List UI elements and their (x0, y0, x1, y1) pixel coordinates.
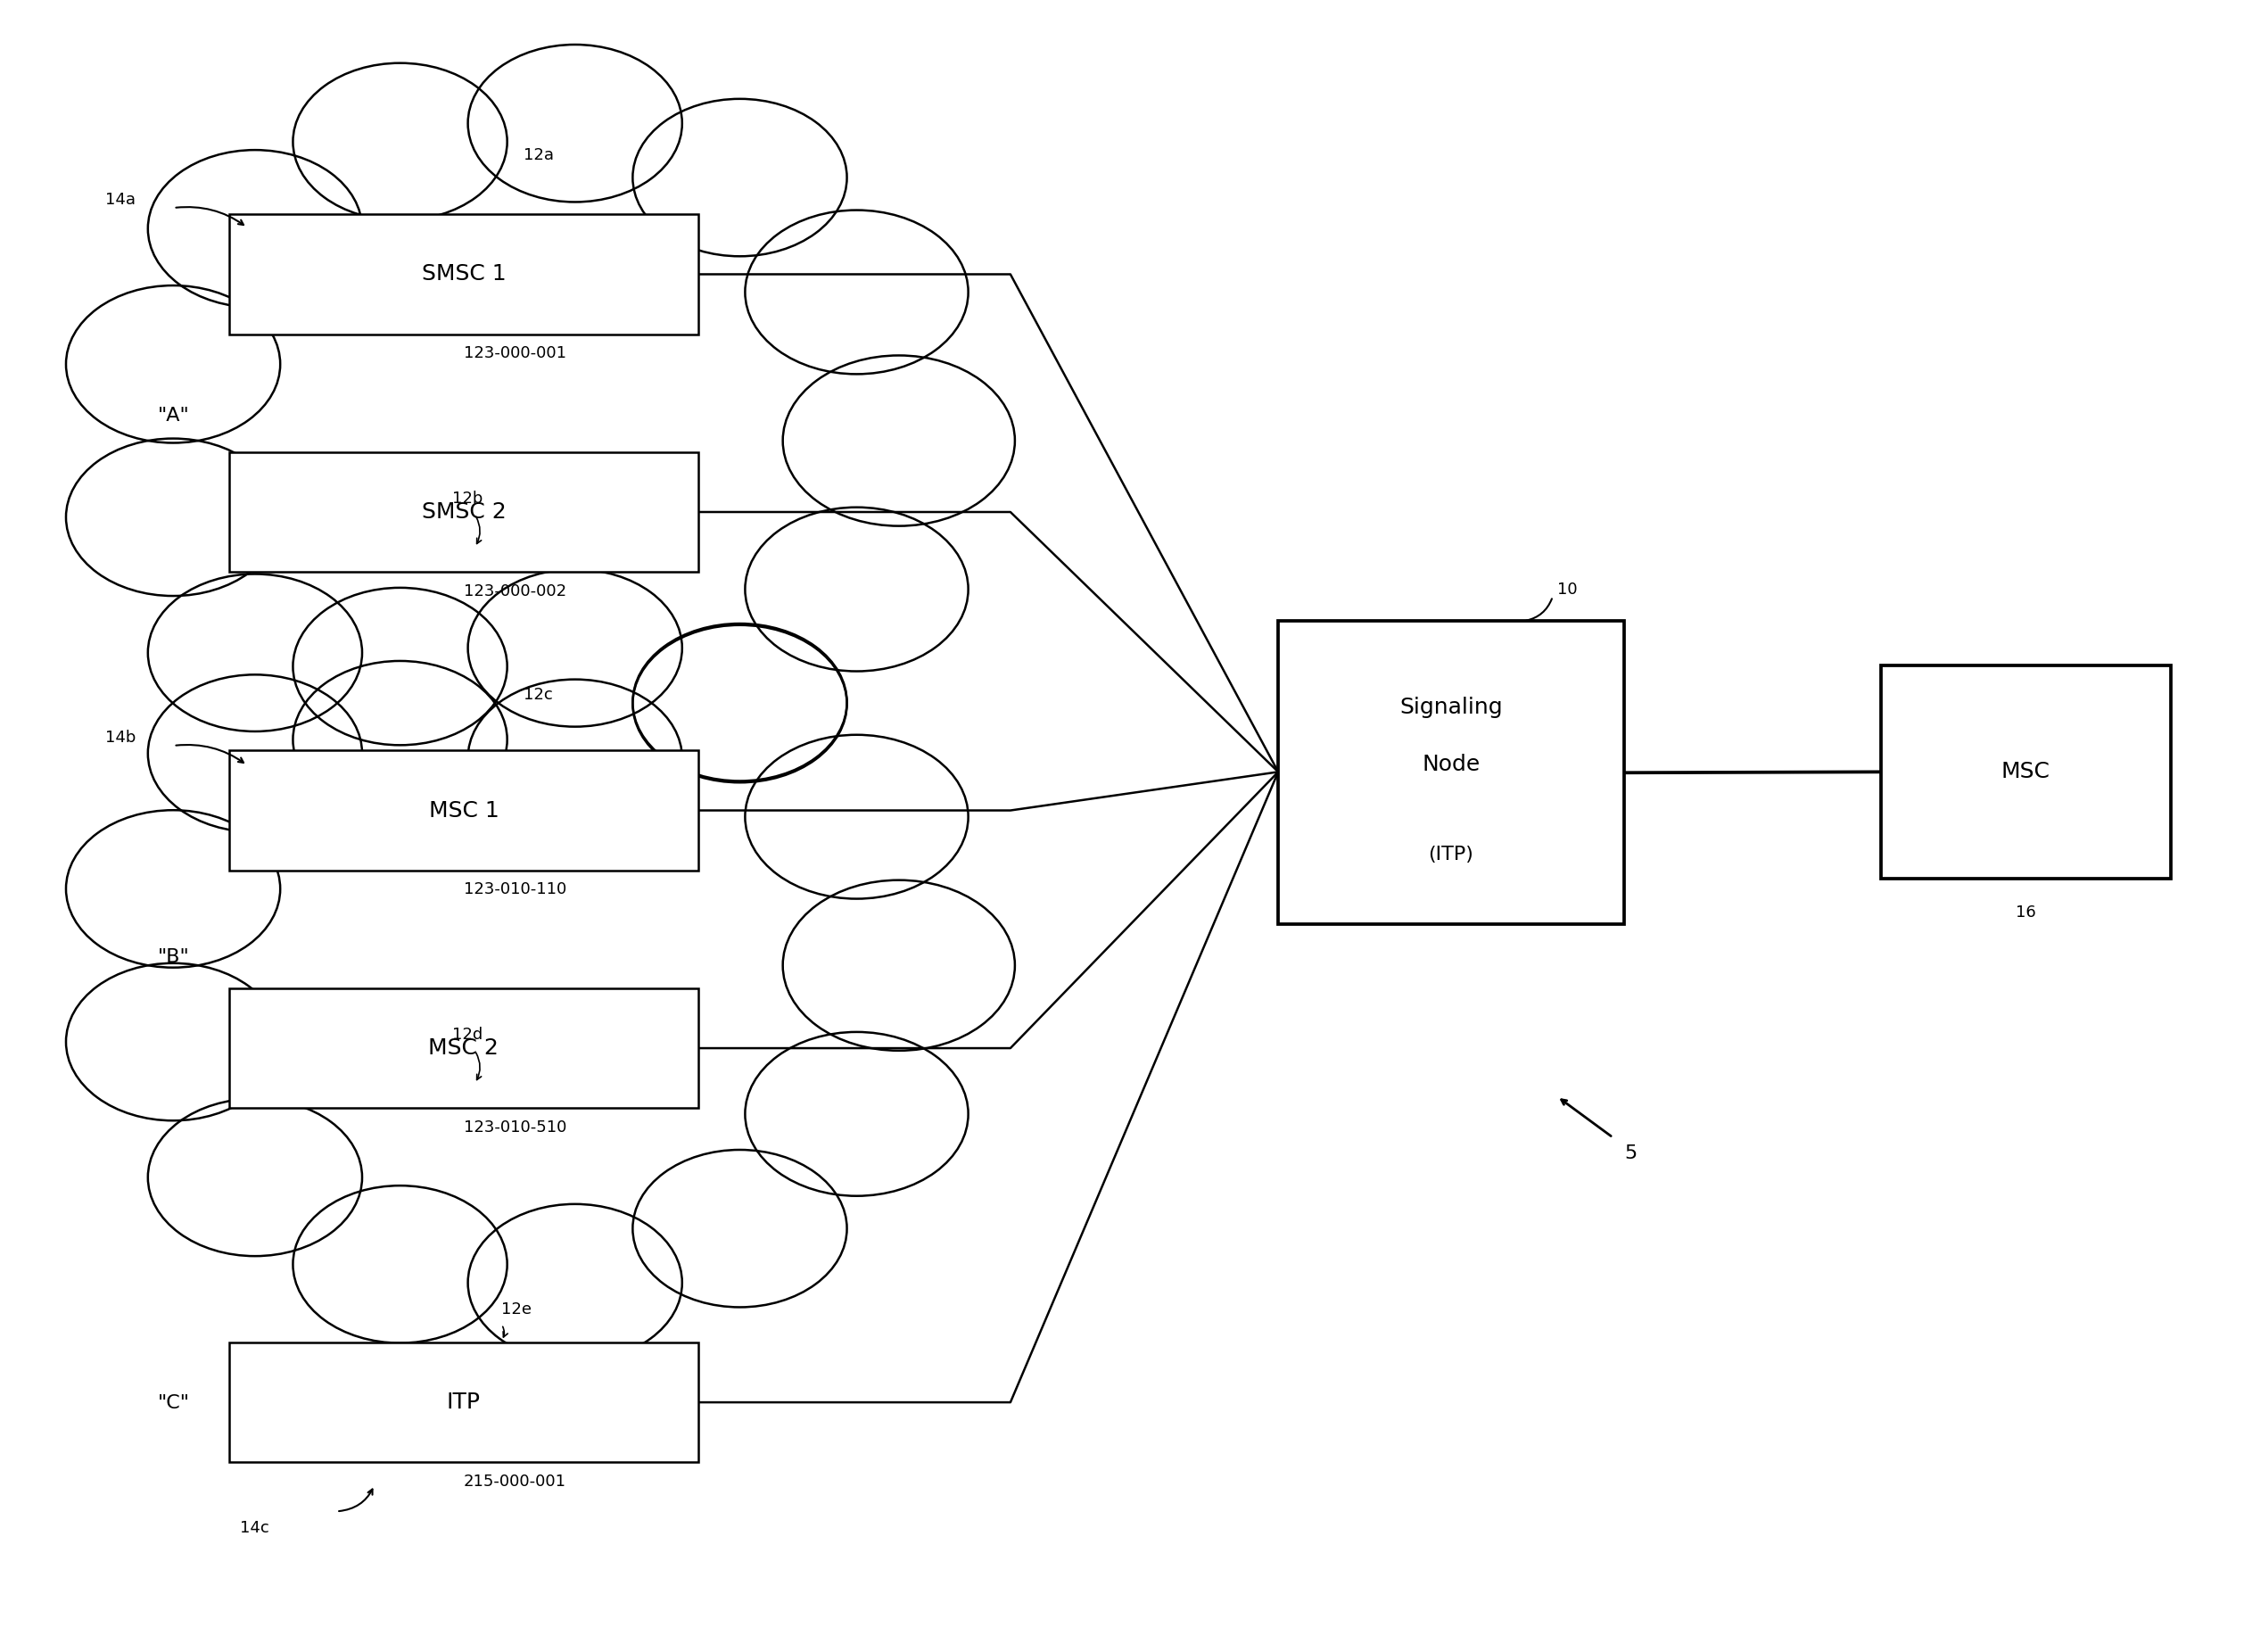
Text: 123-000-002: 123-000-002 (465, 583, 565, 600)
Text: SMSC 1: SMSC 1 (422, 264, 505, 286)
Circle shape (633, 624, 846, 783)
Circle shape (469, 570, 682, 727)
Circle shape (469, 45, 682, 202)
Circle shape (148, 573, 361, 732)
Text: MSC: MSC (2002, 762, 2051, 783)
Circle shape (294, 63, 507, 220)
Text: 123-010-110: 123-010-110 (465, 882, 565, 897)
Circle shape (294, 1186, 507, 1343)
Bar (229, 988, 698, 1108)
Text: (ITP): (ITP) (1429, 846, 1474, 864)
Circle shape (783, 881, 1014, 1051)
Text: "C": "C" (157, 1394, 191, 1412)
Text: SMSC 2: SMSC 2 (422, 501, 505, 522)
Circle shape (745, 735, 967, 899)
Text: ITP: ITP (447, 1391, 480, 1412)
Circle shape (469, 679, 682, 838)
Text: 5: 5 (1625, 1145, 1636, 1161)
Circle shape (65, 438, 280, 596)
Circle shape (745, 1032, 967, 1196)
Text: 12b: 12b (453, 491, 482, 506)
Text: 10: 10 (1557, 582, 1578, 598)
Bar (229, 453, 698, 572)
Text: Signaling: Signaling (1400, 697, 1503, 719)
Text: Node: Node (1423, 753, 1481, 775)
Text: 215-000-001: 215-000-001 (465, 1474, 565, 1490)
Text: "B": "B" (157, 948, 188, 966)
Circle shape (65, 286, 280, 443)
Text: 14b: 14b (105, 730, 135, 745)
Circle shape (294, 588, 507, 745)
Bar (229, 1343, 698, 1462)
Circle shape (65, 963, 280, 1120)
Ellipse shape (162, 121, 900, 760)
Text: 123-000-001: 123-000-001 (465, 345, 565, 362)
Circle shape (294, 661, 507, 818)
Circle shape (65, 809, 280, 968)
Circle shape (469, 1204, 682, 1361)
Bar (229, 215, 698, 334)
Circle shape (148, 674, 361, 833)
Circle shape (148, 1099, 361, 1256)
Circle shape (783, 355, 1014, 525)
Bar (229, 750, 698, 871)
Text: 12d: 12d (453, 1026, 482, 1042)
Text: MSC 2: MSC 2 (429, 1037, 498, 1059)
Circle shape (745, 210, 967, 373)
Text: 123-010-510: 123-010-510 (465, 1120, 565, 1135)
Text: 12e: 12e (503, 1302, 532, 1318)
Text: 12a: 12a (523, 147, 554, 164)
Text: 14c: 14c (240, 1520, 269, 1536)
Ellipse shape (162, 646, 900, 1285)
Circle shape (633, 99, 846, 256)
Text: 16: 16 (2015, 905, 2035, 920)
Circle shape (745, 507, 967, 671)
Bar (1880, 666, 2170, 879)
Text: 14a: 14a (105, 192, 135, 208)
Text: "A": "A" (157, 406, 188, 425)
Circle shape (633, 1150, 846, 1307)
Text: MSC 1: MSC 1 (429, 800, 498, 821)
Bar (1279, 621, 1625, 925)
Text: 12c: 12c (523, 687, 552, 704)
Circle shape (633, 623, 846, 781)
Circle shape (148, 150, 361, 307)
